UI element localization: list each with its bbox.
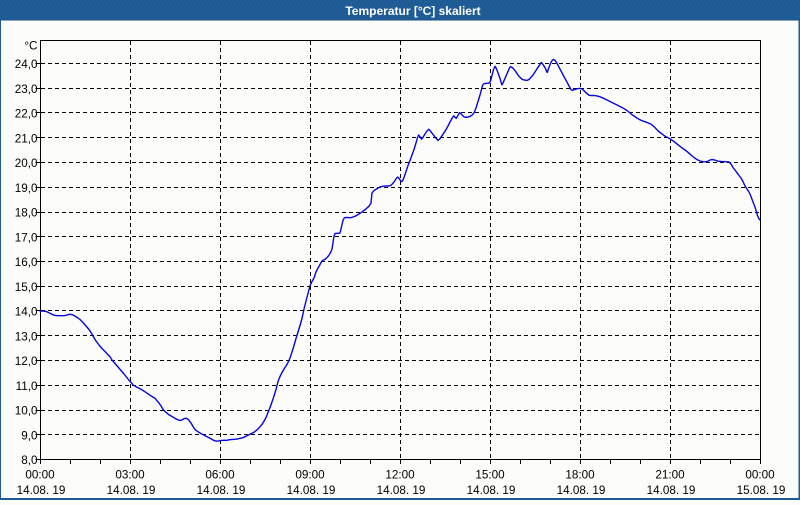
svg-text:20,0: 20,0 — [15, 157, 38, 170]
svg-text:15,0: 15,0 — [15, 281, 38, 294]
svg-text:9,0: 9,0 — [21, 429, 38, 442]
svg-text:18,0: 18,0 — [15, 207, 38, 220]
svg-text:24,0: 24,0 — [15, 58, 38, 71]
svg-text:03:00: 03:00 — [115, 469, 145, 482]
svg-text:12,0: 12,0 — [15, 355, 38, 368]
svg-text:14.08. 19: 14.08. 19 — [287, 484, 336, 497]
svg-text:°C: °C — [24, 40, 37, 53]
svg-text:14.08. 19: 14.08. 19 — [17, 484, 66, 497]
svg-text:14.08. 19: 14.08. 19 — [467, 484, 516, 497]
svg-text:09:00: 09:00 — [295, 469, 325, 482]
svg-text:12:00: 12:00 — [385, 469, 415, 482]
svg-text:17,0: 17,0 — [15, 231, 38, 244]
svg-text:00:00: 00:00 — [25, 469, 55, 482]
svg-text:14.08. 19: 14.08. 19 — [107, 484, 156, 497]
svg-text:00:00: 00:00 — [745, 469, 775, 482]
svg-text:21,0: 21,0 — [15, 132, 38, 145]
svg-text:14.08. 19: 14.08. 19 — [377, 484, 426, 497]
svg-text:14,0: 14,0 — [15, 306, 38, 319]
svg-text:16,0: 16,0 — [15, 256, 38, 269]
svg-text:8,0: 8,0 — [21, 454, 38, 467]
svg-text:15:00: 15:00 — [475, 469, 505, 482]
svg-text:15.08. 19: 15.08. 19 — [737, 484, 786, 497]
svg-text:14.08. 19: 14.08. 19 — [647, 484, 696, 497]
svg-text:13,0: 13,0 — [15, 330, 38, 343]
svg-text:14.08. 19: 14.08. 19 — [557, 484, 606, 497]
svg-text:Temperatur [°C] skaliert: Temperatur [°C] skaliert — [345, 4, 480, 18]
svg-text:06:00: 06:00 — [205, 469, 235, 482]
svg-text:14.08. 19: 14.08. 19 — [197, 484, 246, 497]
svg-text:18:00: 18:00 — [565, 469, 595, 482]
svg-text:23,0: 23,0 — [15, 83, 38, 96]
svg-text:11,0: 11,0 — [16, 380, 38, 393]
svg-text:21:00: 21:00 — [655, 469, 685, 482]
svg-text:10,0: 10,0 — [15, 405, 38, 418]
svg-text:19,0: 19,0 — [15, 182, 38, 195]
svg-text:22,0: 22,0 — [15, 108, 38, 121]
